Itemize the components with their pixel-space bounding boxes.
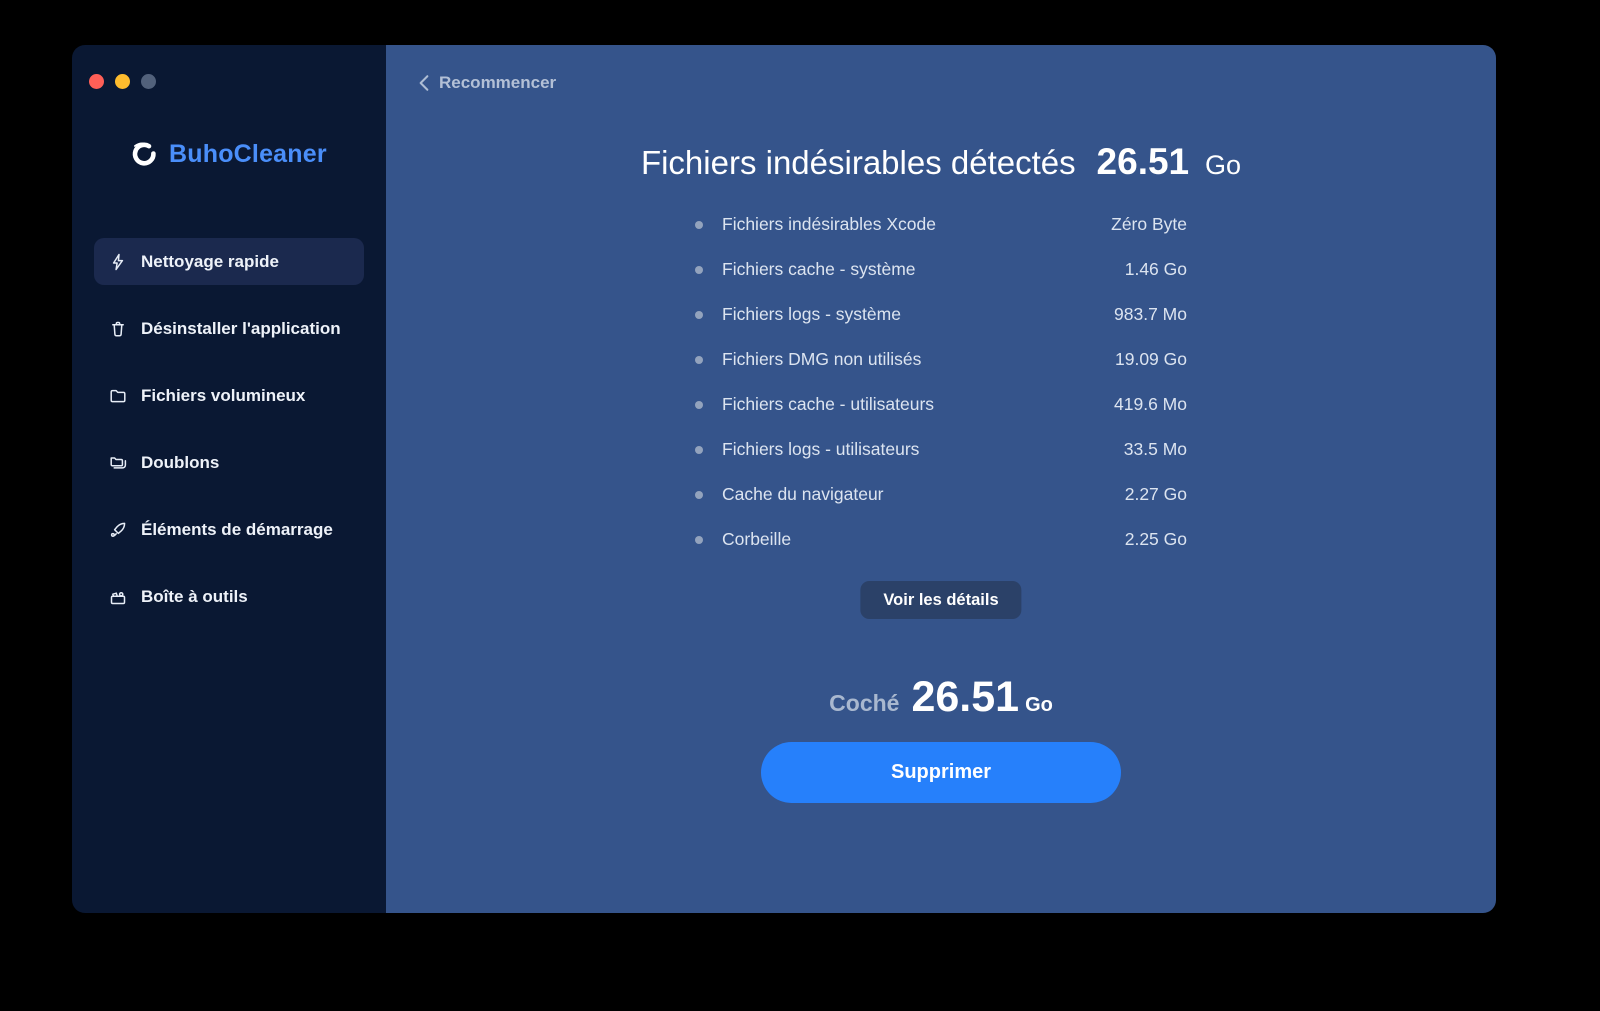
checked-size-unit: Go (1025, 694, 1053, 716)
bullet-icon (695, 400, 703, 409)
list-item: Fichiers logs - système 983.7 Mo (695, 292, 1187, 337)
list-item-label: Fichiers logs - utilisateurs (722, 439, 920, 459)
sidebar-item-label: Nettoyage rapide (141, 251, 279, 271)
app-logo: BuhoCleaner (130, 139, 327, 169)
list-item-size: 2.25 Go (1124, 529, 1187, 549)
list-item-size: Zéro Byte (1111, 214, 1187, 234)
list-item-size: 983.7 Mo (1114, 304, 1187, 324)
list-item: Corbeille 2.25 Go (695, 517, 1187, 562)
bullet-icon (695, 535, 703, 544)
sidebar-item-label: Désinstaller l'application (141, 318, 341, 338)
duplicate-folder-icon (110, 456, 127, 469)
list-item-size: 1.46 Go (1124, 259, 1187, 279)
bullet-icon (695, 265, 703, 274)
checked-label: Coché (829, 690, 900, 716)
sidebar-item-label: Boîte à outils (141, 586, 248, 606)
app-logo-text: BuhoCleaner (169, 139, 327, 168)
view-details-button[interactable]: Voir les détails (860, 581, 1022, 619)
buhocleaner-logo-icon (132, 142, 156, 166)
list-item-size: 2.27 Go (1124, 484, 1187, 504)
sidebar-item-label: Fichiers volumineux (141, 385, 306, 405)
bullet-icon (695, 355, 703, 364)
list-item: Fichiers DMG non utilisés 19.09 Go (695, 337, 1187, 382)
sidebar-item-label: Doublons (141, 452, 220, 472)
back-button[interactable]: Recommencer (418, 73, 556, 93)
sidebar-item-desinstaller[interactable]: Désinstaller l'application (94, 305, 364, 352)
list-item-label: Fichiers logs - système (722, 304, 901, 324)
window-controls (89, 74, 156, 89)
list-item-label: Fichiers indésirables Xcode (722, 214, 936, 234)
list-item: Fichiers logs - utilisateurs 33.5 Mo (695, 427, 1187, 472)
list-item: Cache du navigateur 2.27 Go (695, 472, 1187, 517)
chevron-left-icon (419, 75, 429, 91)
page-title-text: Fichiers indésirables détectés (640, 144, 1076, 181)
main-panel: Recommencer Fichiers indésirables détect… (386, 45, 1496, 913)
scan-results-list: Fichiers indésirables Xcode Zéro Byte Fi… (695, 202, 1187, 562)
sidebar-item-fichiers-volumineux[interactable]: Fichiers volumineux (94, 372, 364, 419)
lightning-icon (112, 253, 124, 270)
sidebar: BuhoCleaner Nettoyage rapide Désinstalle… (72, 45, 386, 913)
bullet-icon (695, 220, 703, 229)
back-button-label: Recommencer (439, 73, 557, 92)
checked-size-value: 26.51 (911, 673, 1020, 721)
list-item-size: 33.5 Mo (1123, 439, 1187, 459)
list-item-size: 19.09 Go (1115, 349, 1187, 369)
folder-icon (110, 389, 126, 402)
toolbox-icon (110, 591, 126, 604)
list-item-size: 419.6 Mo (1114, 394, 1187, 414)
sidebar-item-boite-a-outils[interactable]: Boîte à outils (94, 573, 364, 620)
page-title: Fichiers indésirables détectés 26.51 Go (386, 141, 1496, 183)
sidebar-item-elements-demarrage[interactable]: Éléments de démarrage (94, 506, 364, 553)
close-button[interactable] (89, 74, 104, 89)
list-item-label: Fichiers cache - système (722, 259, 916, 279)
bullet-icon (695, 310, 703, 319)
list-item: Fichiers cache - utilisateurs 419.6 Mo (695, 382, 1187, 427)
checked-total: Coché 26.51 Go (386, 673, 1496, 722)
sidebar-item-nettoyage-rapide[interactable]: Nettoyage rapide (94, 238, 364, 285)
rocket-icon (110, 522, 126, 537)
list-item-label: Fichiers cache - utilisateurs (722, 394, 935, 414)
list-item: Fichiers cache - système 1.46 Go (695, 247, 1187, 292)
sidebar-item-label: Éléments de démarrage (141, 519, 333, 539)
zoom-button[interactable] (141, 74, 156, 89)
app-window: BuhoCleaner Nettoyage rapide Désinstalle… (72, 45, 1496, 913)
list-item-label: Fichiers DMG non utilisés (722, 349, 922, 369)
bullet-icon (695, 445, 703, 454)
trash-icon (112, 321, 124, 337)
list-item: Fichiers indésirables Xcode Zéro Byte (695, 202, 1187, 247)
delete-button[interactable]: Supprimer (761, 742, 1121, 803)
sidebar-menu: Nettoyage rapide Désinstaller l'applicat… (94, 238, 364, 640)
page-title-size-unit: Go (1205, 150, 1242, 180)
sidebar-item-doublons[interactable]: Doublons (94, 439, 364, 486)
page-title-size-value: 26.51 (1096, 141, 1190, 182)
list-item-label: Corbeille (722, 529, 792, 549)
minimize-button[interactable] (115, 74, 130, 89)
list-item-label: Cache du navigateur (722, 484, 884, 504)
bullet-icon (695, 490, 703, 499)
